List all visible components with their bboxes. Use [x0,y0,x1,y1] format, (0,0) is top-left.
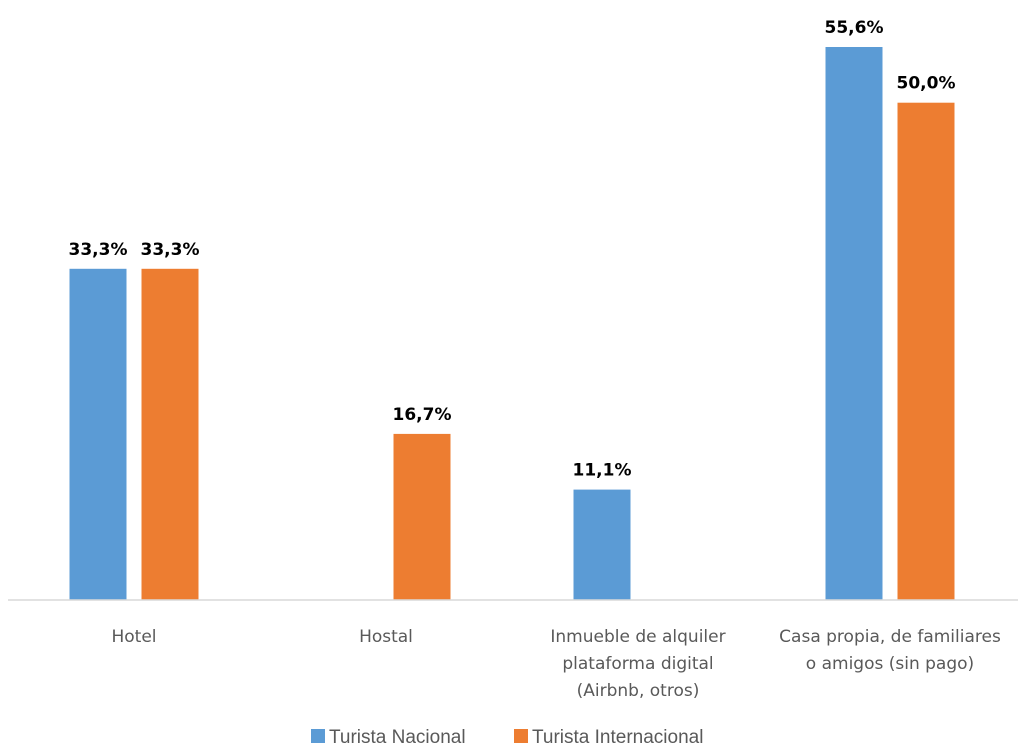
legend-swatch-1 [514,729,528,743]
category-label-2-line-2: (Airbnb, otros) [577,681,700,701]
data-label-2-series-0: 11,1% [573,461,632,481]
category-label-1-line-0: Hostal [359,627,413,647]
data-labels-group: 33,3% 33,3% 16,7% 11,1% 55,6% 50,0% [69,18,956,481]
bar-1-series-1 [393,433,451,600]
bar-3-series-1 [897,102,955,600]
legend-swatch-0 [311,729,325,743]
category-label-3-line-0: Casa propia, de familiares [779,627,1001,647]
category-label-0-line-0: Hotel [111,627,156,647]
data-label-0-series-0: 33,3% [69,240,128,260]
legend: Turista Nacional Turista Internacional [311,727,703,748]
data-label-0-series-1: 33,3% [141,240,200,260]
data-label-3-series-1: 50,0% [897,74,956,94]
bar-3-series-0 [825,47,883,600]
category-label-2-line-1: plataforma digital [562,654,713,674]
data-label-1-series-1: 16,7% [393,405,452,425]
data-label-3-series-0: 55,6% [825,18,884,38]
bar-2-series-0 [573,489,631,600]
category-labels-group: Hotel Hostal Inmueble de alquiler plataform… [111,627,1000,701]
legend-label-0: Turista Nacional [329,727,466,748]
bar-0-series-1 [141,268,199,600]
category-label-3-line-1: o amigos (sin pago) [806,654,974,674]
legend-label-1: Turista Internacional [532,727,703,748]
bar-0-series-0 [69,268,127,600]
bars-group [69,47,955,600]
category-label-2-line-0: Inmueble de alquiler [550,627,725,647]
